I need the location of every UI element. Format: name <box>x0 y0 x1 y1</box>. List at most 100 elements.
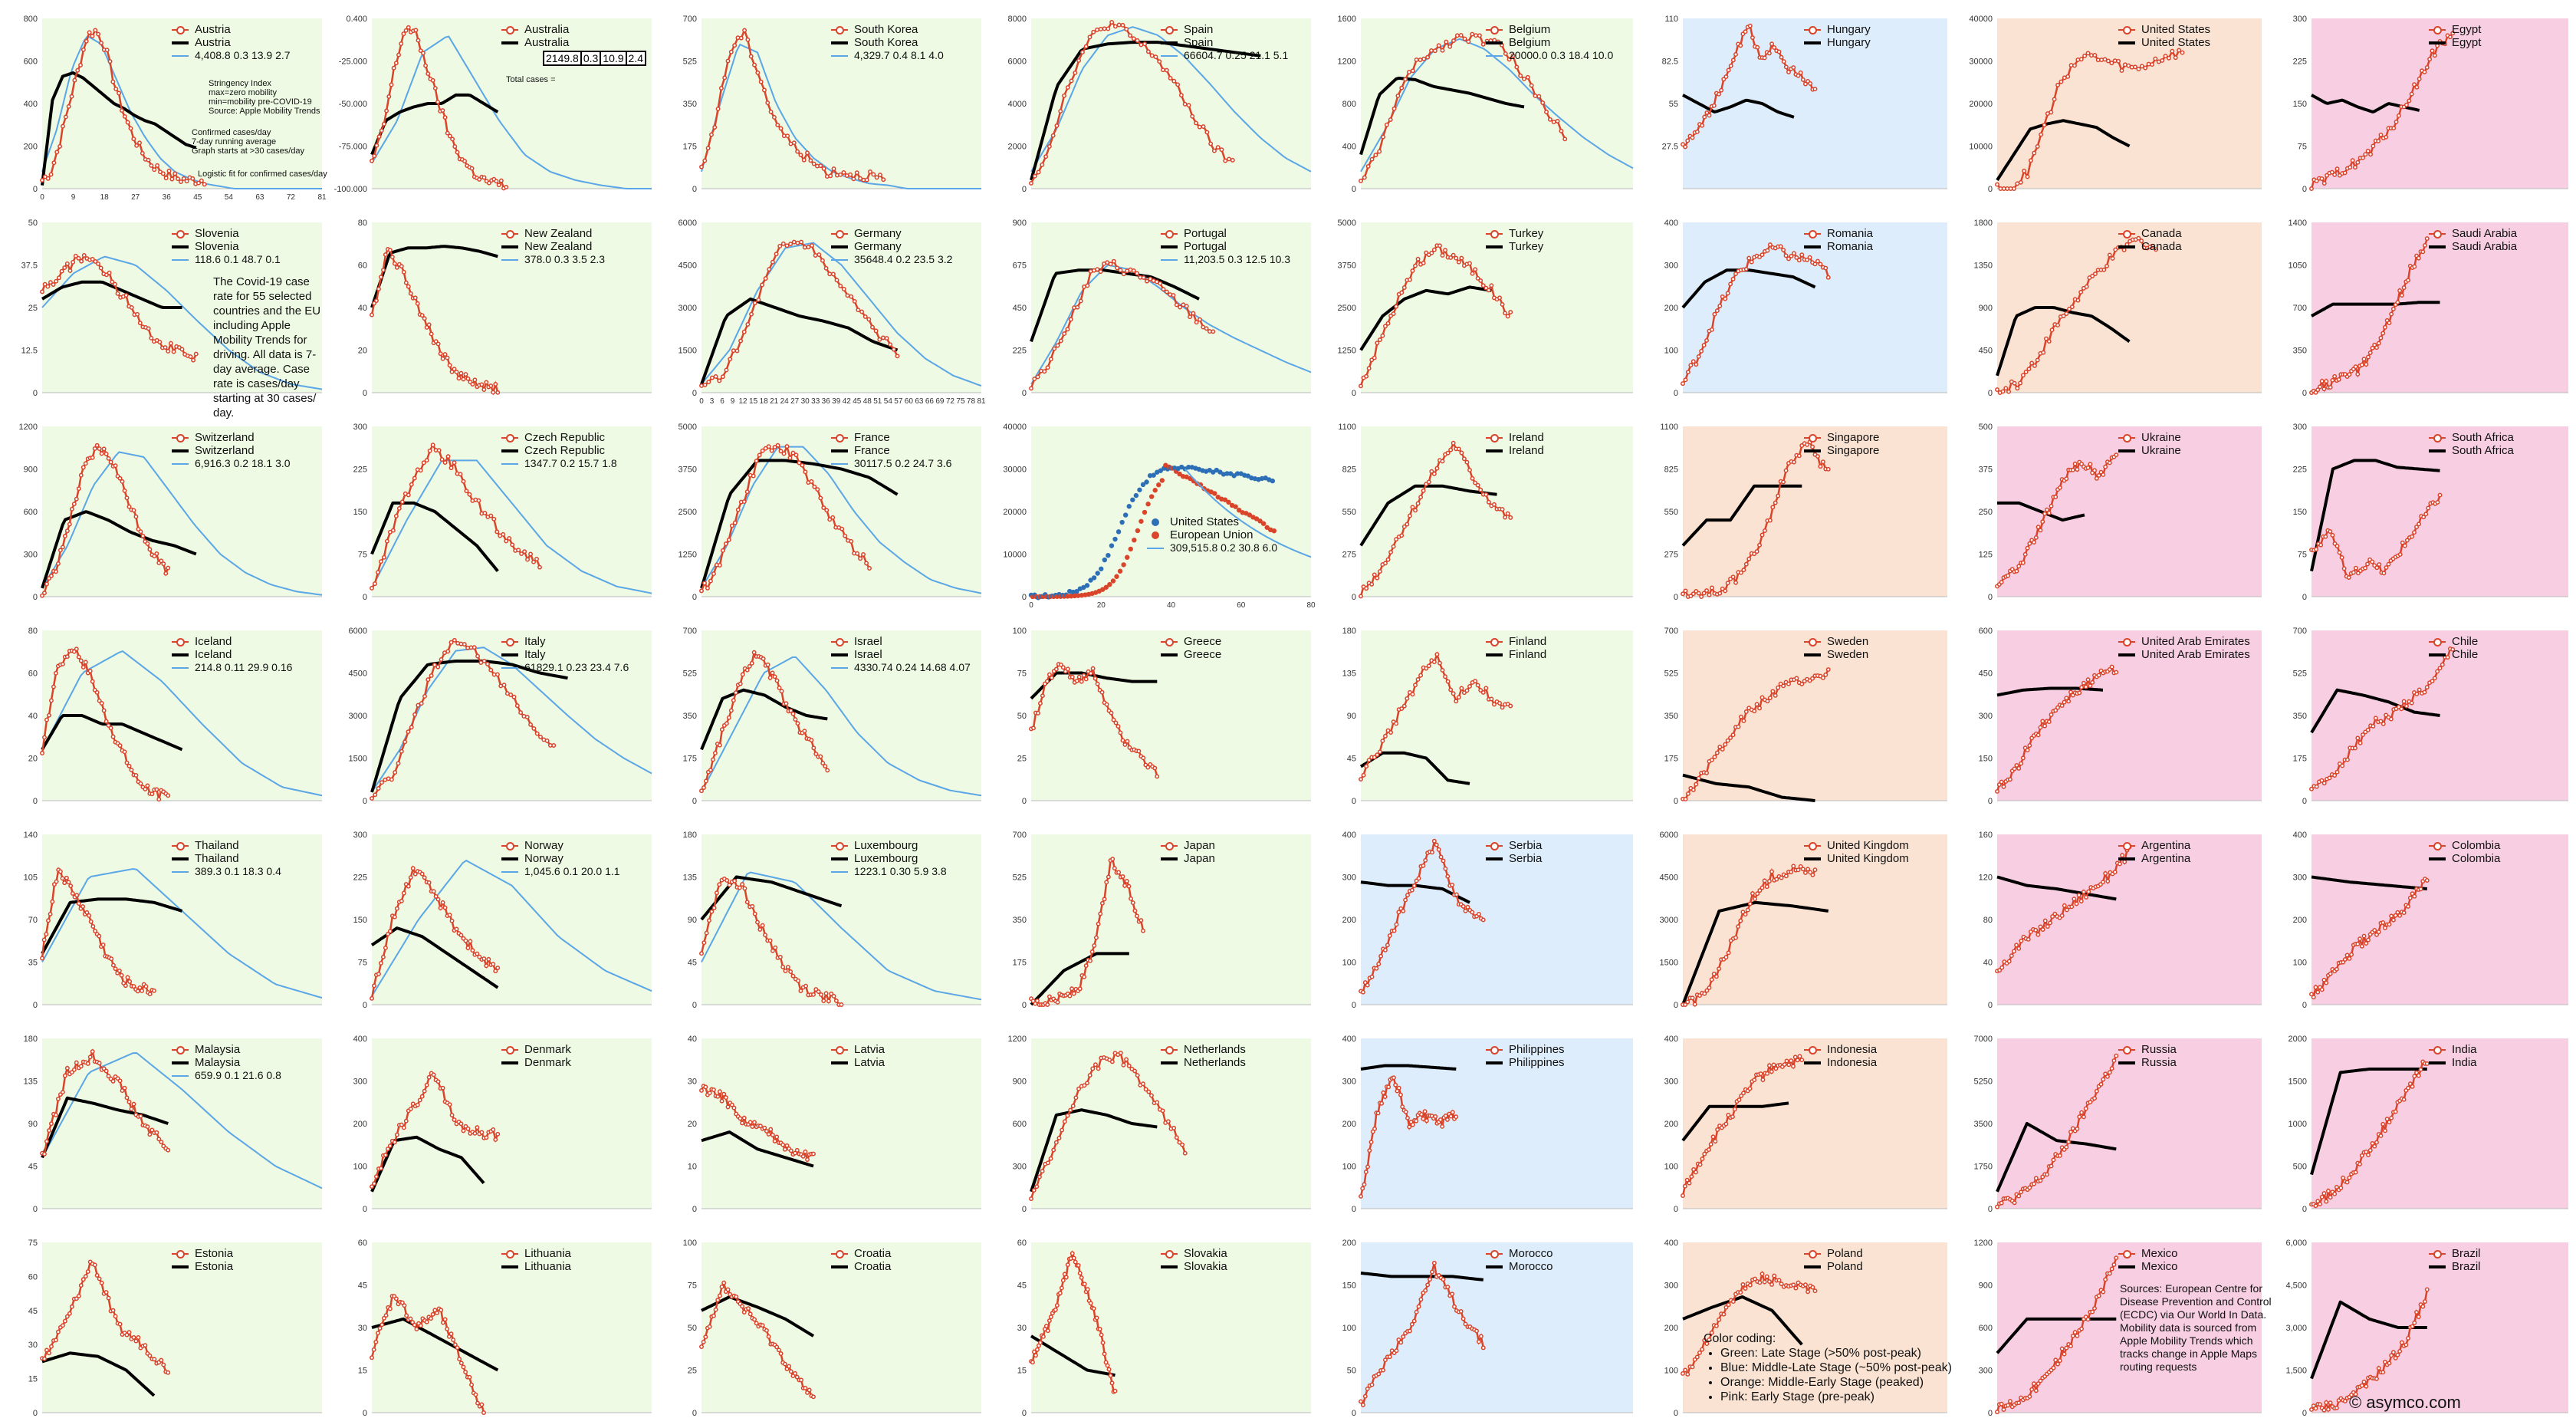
cases-point <box>711 1087 716 1092</box>
cases-point <box>1820 675 1825 680</box>
cases-point <box>1995 387 1999 393</box>
cases-point <box>1082 1083 1087 1088</box>
cases-point <box>798 989 803 993</box>
plot-background <box>1361 222 1633 393</box>
cases-point <box>2347 956 2352 961</box>
y-tick-label: 45 <box>1347 755 1356 764</box>
legend-entry: Chile <box>2429 648 2478 661</box>
cases-point <box>849 294 854 299</box>
cases-point <box>1462 36 1467 41</box>
cases-point <box>1720 746 1725 752</box>
cases-point <box>117 475 123 481</box>
cases-point <box>97 446 102 452</box>
cases-point <box>439 457 445 462</box>
legend-symbol <box>1486 855 1503 863</box>
y-tick-label: 4500 <box>349 670 367 679</box>
y-tick-label: 175 <box>683 755 697 764</box>
cases-point <box>124 1095 130 1101</box>
cases-point <box>745 322 751 327</box>
cases-point <box>80 904 86 909</box>
us-data-point <box>1270 478 1276 484</box>
cases-point <box>870 324 875 330</box>
cases-point <box>2324 980 2329 985</box>
cases-point <box>802 729 807 734</box>
cases-point <box>435 99 440 104</box>
cases-point <box>1505 511 1510 516</box>
cases-point <box>1708 1142 1714 1147</box>
cases-point <box>463 938 468 943</box>
legend-text: Estonia <box>195 1260 234 1273</box>
cases-point <box>2355 941 2361 946</box>
cases-point <box>2376 341 2381 346</box>
chart-legend: Brazil Brazil <box>2429 1247 2481 1273</box>
cases-point <box>1480 917 1486 923</box>
cases-point <box>818 163 823 169</box>
cases-point <box>2342 170 2348 176</box>
cases-point <box>2422 689 2427 695</box>
cases-point <box>129 767 134 772</box>
y-tick-label: 300 <box>1664 1282 1678 1291</box>
cases-point <box>1450 882 1455 887</box>
cases-point <box>1410 692 1415 697</box>
y-tick-label: 0 <box>363 1001 367 1010</box>
cases-point <box>1776 685 1781 690</box>
legend-entry: Estonia <box>172 1260 233 1273</box>
cases-point <box>715 1298 721 1303</box>
cases-point <box>1058 662 1063 667</box>
cases-point <box>1032 1349 1037 1354</box>
plot-background <box>1031 1242 1311 1413</box>
cases-point <box>1377 569 1382 574</box>
chart-panel-south-africa: 300 225 150 75 0 South Africa South Africa <box>2269 408 2576 612</box>
cases-point <box>740 1304 745 1309</box>
cases-point <box>2109 1266 2114 1272</box>
chart-panel-denmark: 400 300 200 100 0 Denmark Denmark <box>330 1020 659 1224</box>
cases-point <box>147 547 153 552</box>
cases-point <box>738 681 743 686</box>
legend-symbol <box>2429 637 2446 647</box>
cases-point <box>728 708 734 713</box>
y-tick-label: 4500 <box>678 262 697 271</box>
us-data-point <box>1217 469 1223 475</box>
cases-point <box>740 882 745 887</box>
cases-point <box>403 280 409 285</box>
x-tick-label: 63 <box>915 397 924 406</box>
y-tick-label: 0 <box>363 1205 367 1214</box>
chart-panel-luxembourg: 180 135 90 45 0 Luxembourg Luxembourg 1223.1 0.… <box>659 816 989 1020</box>
cases-point <box>778 449 784 454</box>
cases-point <box>110 79 116 84</box>
legend-symbol <box>1804 1263 1821 1271</box>
cases-point <box>2423 512 2429 517</box>
cases-point <box>493 1137 498 1142</box>
cases-point <box>1726 950 1731 956</box>
cases-point <box>1436 43 1441 48</box>
mobility-line <box>370 660 568 793</box>
cases-point <box>760 448 765 453</box>
y-tick-label: 45 <box>28 1307 38 1316</box>
cases-point <box>1730 1299 1736 1305</box>
mobility-line <box>370 1135 485 1193</box>
cases-point <box>2121 247 2127 252</box>
cases-point <box>1095 267 1100 272</box>
cases-point <box>1102 26 1107 31</box>
cases-point <box>1070 1104 1076 1109</box>
legend-text: United Arab Emirates <box>2141 635 2250 648</box>
x-tick-label: 30 <box>801 397 810 406</box>
cases-point <box>1409 887 1414 893</box>
cases-point <box>1783 253 1789 258</box>
cases-point <box>2012 766 2017 772</box>
cases-point <box>1416 876 1421 881</box>
cases-point <box>2367 350 2373 355</box>
legend-entry: Germany <box>831 227 952 240</box>
cases-point <box>136 1335 141 1340</box>
cases-point <box>166 565 171 571</box>
chart-panel-turkey: 5000 3750 2500 1250 0 Turkey Turkey <box>1319 204 1641 408</box>
cases-point <box>754 459 759 463</box>
cases-point <box>2112 870 2118 875</box>
y-tick-label: 175 <box>2293 755 2307 764</box>
cases-point <box>415 301 420 306</box>
chart-panel-poland: 400 300 200 100 0 Poland Poland <box>1641 1224 1955 1428</box>
legend-entry: Czech Republic <box>501 444 617 457</box>
cases-point <box>1149 53 1155 58</box>
legend-symbol <box>831 25 848 35</box>
